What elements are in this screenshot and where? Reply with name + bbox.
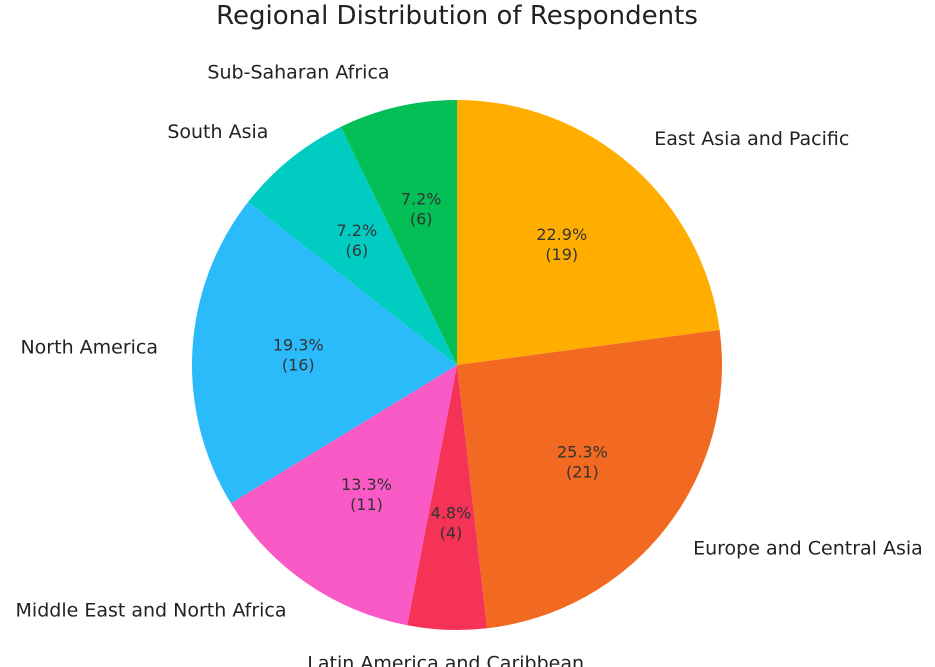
pie-slice-east-asia-and-pacific: [457, 100, 720, 365]
count-label-east-asia-and-pacific: (19): [545, 245, 578, 264]
pie-slice-north-america: [192, 202, 457, 504]
pie-labels: East Asia and Pacific 22.9%(19) Europe and…: [16, 62, 923, 667]
pie-slice-europe-and-central-asia: [457, 329, 722, 629]
category-label-latin-america-and-caribbean: Latin America and Caribbean: [307, 653, 584, 667]
percent-label-latin-america-and-caribbean: 4.8%: [431, 503, 472, 522]
pie-slice-middle-east-and-north-africa: [230, 365, 457, 626]
percent-label-south-asia: 7.2%: [337, 221, 378, 240]
pie-slice-sub-saharan-africa: [340, 100, 457, 365]
count-label-south-asia: (6): [346, 241, 369, 260]
count-label-middle-east-and-north-africa: (11): [350, 495, 383, 514]
pie-slice-latin-america-and-caribbean: [407, 365, 488, 630]
count-label-latin-america-and-caribbean: (4): [440, 523, 463, 542]
chart-title: Regional Distribution of Respondents: [216, 1, 698, 31]
category-label-south-asia: South Asia: [167, 121, 268, 143]
percent-label-europe-and-central-asia: 25.3%: [557, 442, 608, 461]
category-label-north-america: North America: [20, 337, 158, 359]
count-label-north-america: (16): [282, 355, 315, 374]
count-label-sub-saharan-africa: (6): [410, 210, 433, 229]
count-label-europe-and-central-asia: (21): [566, 462, 599, 481]
category-label-middle-east-and-north-africa: Middle East and North Africa: [16, 600, 287, 622]
pie-slices: [192, 100, 722, 630]
category-label-east-asia-and-pacific: East Asia and Pacific: [654, 128, 849, 150]
category-label-europe-and-central-asia: Europe and Central Asia: [693, 538, 923, 560]
percent-label-east-asia-and-pacific: 22.9%: [536, 225, 587, 244]
percent-label-middle-east-and-north-africa: 13.3%: [341, 475, 392, 494]
pie-slice-south-asia: [248, 126, 457, 365]
percent-label-north-america: 19.3%: [273, 335, 324, 354]
category-label-sub-saharan-africa: Sub-Saharan Africa: [207, 62, 389, 84]
percent-label-sub-saharan-africa: 7.2%: [401, 190, 442, 209]
